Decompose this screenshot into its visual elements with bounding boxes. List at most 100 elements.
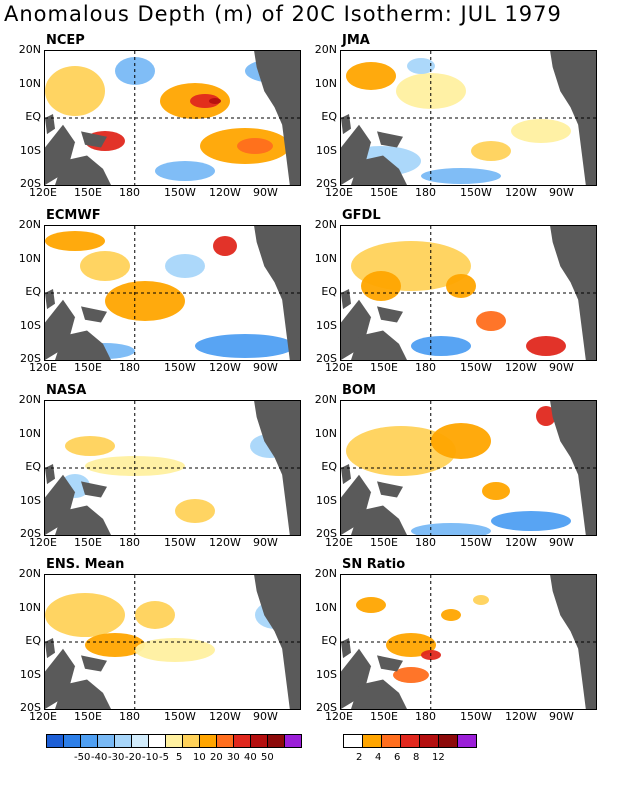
x-tick-label: 120W	[505, 710, 537, 723]
anomaly-patch	[237, 138, 273, 154]
ratio-colorbar	[343, 734, 477, 748]
land-mass	[341, 463, 351, 485]
colorbar-swatch	[343, 734, 363, 748]
colorbar-swatch	[182, 734, 200, 748]
y-tick-label: 10S	[20, 143, 41, 157]
colorbar-swatch	[46, 734, 64, 748]
land-mass	[81, 481, 107, 498]
colorbar-label: 2	[356, 752, 363, 763]
y-tick-label: 10S	[316, 667, 337, 681]
land-mass	[55, 330, 111, 360]
x-tick-label: 150E	[370, 536, 398, 549]
y-tick-label: 20S	[316, 177, 337, 190]
land-mass	[45, 648, 75, 709]
land-mass	[550, 51, 596, 185]
anomaly-patch	[482, 482, 510, 500]
colorbar-label: 5	[176, 752, 183, 763]
anomaly-patch	[85, 456, 185, 476]
y-tick-label: 10S	[20, 493, 41, 507]
colorbar-swatch	[165, 734, 183, 748]
land-mass	[55, 155, 111, 185]
x-tick-label: 120E	[325, 186, 353, 199]
y-tick-label: EQ	[25, 460, 41, 473]
colorbar-swatch	[419, 734, 439, 748]
anomaly-patch	[491, 511, 571, 531]
anomaly-patch	[396, 73, 466, 109]
x-tick-label: 180	[119, 710, 140, 723]
x-tick-label: 120E	[29, 536, 57, 549]
land-mass	[45, 299, 75, 360]
y-tick-label: EQ	[25, 634, 41, 647]
colorbar-swatch	[284, 734, 302, 748]
y-tick-label: 20S	[20, 527, 41, 540]
y-tick-label: 10N	[18, 76, 41, 90]
x-tick-label: 90W	[549, 536, 574, 549]
colorbar-swatch	[362, 734, 382, 748]
x-tick-label: 90W	[253, 536, 278, 549]
x-tick-label: 150W	[164, 536, 196, 549]
colorbar-swatch	[381, 734, 401, 748]
land-mass	[550, 575, 596, 709]
colorbar-label: -10	[142, 752, 159, 763]
anomaly-patch	[411, 523, 491, 535]
anomaly-patch	[511, 119, 571, 143]
y-tick-label: EQ	[25, 110, 41, 123]
y-tick-label: 20S	[20, 177, 41, 190]
x-tick-label: 150W	[164, 710, 196, 723]
land-mass	[45, 113, 55, 135]
land-mass	[254, 575, 300, 709]
anomaly-patch	[526, 336, 566, 356]
panel-title-jma: JMA	[342, 33, 370, 48]
land-mass	[351, 155, 407, 185]
panel-title-sn-ratio: SN Ratio	[342, 557, 406, 572]
anomaly-patch	[536, 406, 556, 426]
anomaly-patch	[80, 251, 130, 281]
colorbar-label: 40	[244, 752, 257, 763]
colorbar-swatch	[250, 734, 268, 748]
anomaly-colorbar	[46, 734, 302, 748]
y-tick-label: 10S	[316, 318, 337, 332]
x-tick-label: 150W	[164, 186, 196, 199]
y-tick-label: 20N	[18, 218, 41, 231]
x-tick-label: 90W	[549, 710, 574, 723]
colorbar-label: 20	[210, 752, 223, 763]
y-tick-label: 10N	[18, 426, 41, 440]
colorbar-swatch	[438, 734, 458, 748]
y-tick-label: 10N	[18, 251, 41, 265]
y-tick-label: 10N	[314, 76, 337, 90]
colorbar-label: 50	[261, 752, 274, 763]
x-tick-label: 120E	[325, 536, 353, 549]
colorbar-swatch	[216, 734, 234, 748]
anomaly-patch	[421, 168, 501, 184]
y-tick-label: 10N	[314, 600, 337, 614]
anomaly-patch	[45, 231, 105, 251]
x-tick-label: 120W	[505, 536, 537, 549]
land-mass	[341, 113, 351, 135]
y-tick-label: 10N	[314, 251, 337, 265]
x-tick-label: 180	[119, 536, 140, 549]
y-tick-label: EQ	[25, 285, 41, 298]
x-tick-label: 180	[415, 361, 436, 374]
anomaly-patch	[411, 336, 471, 356]
x-tick-label: 120E	[325, 710, 353, 723]
land-mass	[341, 474, 371, 535]
x-tick-label: 150E	[74, 361, 102, 374]
x-tick-label: 180	[415, 710, 436, 723]
land-mass	[351, 505, 407, 535]
anomaly-patch	[175, 499, 215, 523]
y-tick-label: 10N	[18, 600, 41, 614]
y-tick-label: 20N	[314, 393, 337, 406]
x-tick-label: 150E	[74, 536, 102, 549]
anomaly-patch	[407, 58, 435, 74]
x-tick-label: 150E	[370, 186, 398, 199]
map-panel-bom	[340, 400, 597, 536]
anomaly-patch	[356, 597, 386, 613]
map-panel-ens-mean	[44, 574, 301, 710]
anomaly-patch	[441, 609, 461, 621]
colorbar-label: 10	[193, 752, 206, 763]
anomaly-patch	[213, 236, 237, 256]
anomaly-patch	[346, 62, 396, 90]
anomaly-patch	[431, 423, 491, 459]
land-mass	[351, 330, 407, 360]
y-tick-label: 10S	[20, 667, 41, 681]
